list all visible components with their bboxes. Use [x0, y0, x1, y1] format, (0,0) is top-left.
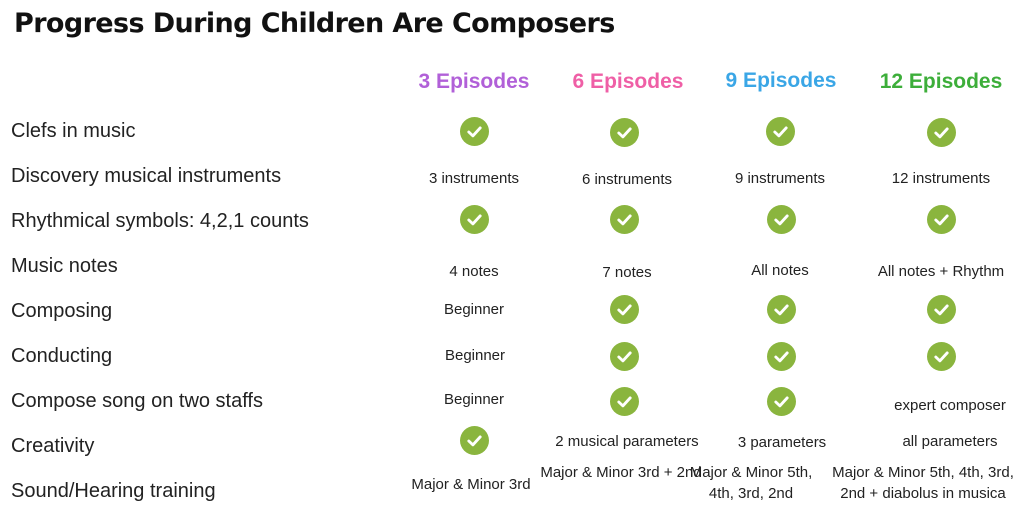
cell-notes-9: All notes: [751, 262, 809, 279]
row-label-hearing-training: Sound/Hearing training: [11, 480, 216, 502]
cell-creativity-12: all parameters: [902, 433, 998, 450]
check-icon: [767, 387, 796, 416]
row-label-music-notes: Music notes: [11, 255, 118, 277]
check-icon: [927, 205, 956, 234]
cell-instruments-9: 9 instruments: [734, 170, 826, 187]
check-icon: [610, 387, 639, 416]
row-label-conducting: Conducting: [11, 345, 113, 367]
row-label-composing: Composing: [11, 300, 113, 322]
check-icon: [610, 342, 639, 371]
cell-creativity-9: 3 parameters: [737, 434, 827, 451]
page-title: Progress During Children Are Composers: [14, 8, 615, 39]
cell-instruments-3: 3 instruments: [428, 170, 520, 187]
check-icon: [767, 342, 796, 371]
cell-hearing-3: Major & Minor 3rd: [411, 476, 531, 493]
check-icon: [610, 295, 639, 324]
row-label-creativity: Creativity: [11, 435, 95, 457]
row-label-clefs: Clefs in music: [11, 120, 136, 142]
check-icon: [610, 205, 639, 234]
cell-two-staffs-12: expert composer: [894, 397, 1006, 414]
cell-instruments-12: 12 instruments: [891, 170, 991, 187]
column-header-12-episodes: 12 Episodes: [879, 70, 1003, 93]
check-icon: [766, 117, 795, 146]
check-icon: [927, 342, 956, 371]
cell-two-staffs-3: Beginner: [443, 391, 505, 408]
cell-instruments-6: 6 instruments: [581, 171, 673, 188]
check-icon: [460, 426, 489, 455]
check-icon: [610, 118, 639, 147]
check-icon: [767, 205, 796, 234]
cell-notes-12: All notes + Rhythm: [877, 263, 1005, 280]
row-label-rhythmical-symbols: Rhythmical symbols: 4,2,1 counts: [11, 210, 309, 232]
column-header-9-episodes: 9 Episodes: [725, 69, 837, 92]
column-header-6-episodes: 6 Episodes: [572, 70, 684, 93]
cell-hearing-9: Major & Minor 5th, 4th, 3rd, 2nd: [689, 464, 813, 502]
check-icon: [927, 295, 956, 324]
row-label-two-staffs: Compose song on two staffs: [11, 390, 263, 412]
column-header-3-episodes: 3 Episodes: [418, 70, 530, 93]
cell-composing-3: Beginner: [443, 301, 505, 318]
row-label-instruments: Discovery musical instruments: [11, 165, 282, 187]
cell-conducting-3: Beginner: [444, 347, 506, 364]
cell-notes-6: 7 notes: [602, 264, 652, 281]
check-icon: [460, 205, 489, 234]
cell-hearing-12: Major & Minor 5th, 4th, 3rd, 2nd + diabo…: [832, 464, 1014, 502]
check-icon: [460, 117, 489, 146]
cell-notes-3: 4 notes: [449, 263, 499, 280]
check-icon: [927, 118, 956, 147]
check-icon: [767, 295, 796, 324]
cell-hearing-6: Major & Minor 3rd + 2nd: [540, 464, 702, 481]
cell-creativity-6: 2 musical parameters: [555, 433, 699, 450]
